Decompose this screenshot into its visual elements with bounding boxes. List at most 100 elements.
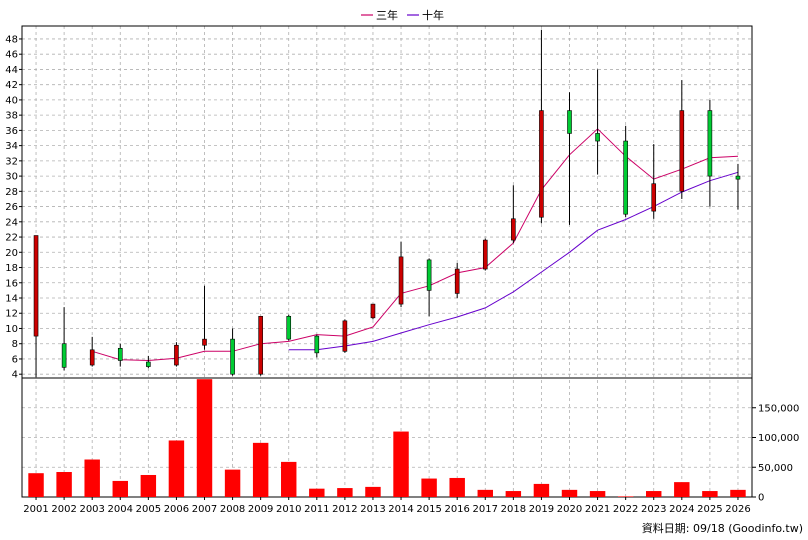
candle-body bbox=[707, 110, 713, 177]
volume-bar bbox=[702, 491, 718, 497]
price-tick-label: 24 bbox=[5, 217, 18, 228]
year-tick-label: 2005 bbox=[136, 504, 161, 515]
year-tick-label: 2017 bbox=[473, 504, 498, 515]
candlesticks bbox=[33, 29, 741, 378]
legend-label-three-year: 三年 bbox=[376, 8, 398, 22]
price-tick-label: 28 bbox=[5, 187, 18, 198]
year-tick-label: 2018 bbox=[501, 504, 526, 515]
year-tick-label: 2010 bbox=[276, 504, 301, 515]
legend-label-ten-year: 十年 bbox=[422, 8, 444, 22]
candle-body bbox=[595, 133, 600, 142]
volume-tick-label: 150,000 bbox=[758, 403, 799, 414]
year-tick-label: 2011 bbox=[304, 504, 329, 515]
price-tick-label: 46 bbox=[5, 50, 18, 61]
candle-body bbox=[286, 315, 292, 340]
price-tick-label: 10 bbox=[5, 324, 18, 335]
volume-bars bbox=[28, 379, 746, 497]
price-tick-label: 14 bbox=[5, 294, 18, 305]
price-tick-label: 44 bbox=[5, 65, 18, 76]
year-tick-label: 2008 bbox=[220, 504, 245, 515]
price-axis: 4681012141618202224262830323436384042444… bbox=[5, 34, 22, 381]
volume-bar bbox=[56, 472, 72, 497]
candle-body bbox=[174, 344, 179, 366]
price-tick-label: 16 bbox=[5, 278, 18, 289]
candle-body bbox=[33, 235, 39, 337]
candle-body bbox=[61, 343, 67, 368]
volume-bar bbox=[393, 431, 409, 497]
year-tick-label: 2001 bbox=[23, 504, 48, 515]
volume-bar bbox=[477, 489, 493, 497]
candle-body bbox=[567, 110, 572, 134]
volume-bar bbox=[589, 491, 606, 497]
volume-bar bbox=[533, 483, 550, 497]
candle-body bbox=[89, 349, 95, 366]
year-tick-label: 2015 bbox=[416, 504, 441, 515]
price-tick-label: 30 bbox=[5, 172, 18, 183]
year-tick-label: 2016 bbox=[444, 504, 469, 515]
volume-bar bbox=[449, 477, 465, 497]
price-tick-label: 36 bbox=[5, 126, 18, 137]
year-tick-label: 2022 bbox=[613, 504, 638, 515]
volume-bar bbox=[140, 474, 157, 497]
ma-ten-year-line bbox=[288, 171, 739, 351]
price-tick-label: 42 bbox=[5, 80, 18, 91]
price-tick-label: 22 bbox=[5, 233, 18, 244]
candle-body bbox=[146, 361, 151, 367]
candle-body bbox=[370, 303, 376, 319]
price-tick-label: 4 bbox=[12, 370, 18, 381]
moving-average-lines bbox=[92, 128, 739, 362]
year-tick-label: 2026 bbox=[725, 504, 750, 515]
price-tick-label: 34 bbox=[5, 141, 18, 152]
volume-tick-label: 0 bbox=[758, 493, 764, 504]
volume-bar bbox=[281, 461, 297, 497]
price-tick-label: 40 bbox=[5, 95, 18, 106]
volume-bar bbox=[674, 482, 690, 497]
volume-bar bbox=[646, 491, 662, 497]
price-tick-label: 32 bbox=[5, 156, 18, 167]
volume-tick-label: 50,000 bbox=[758, 463, 793, 474]
volume-bar bbox=[28, 473, 44, 497]
volume-axis: 0 50,000 100,000 150,000 bbox=[752, 403, 799, 504]
candle-body bbox=[454, 268, 460, 294]
year-tick-label: 2009 bbox=[248, 504, 273, 515]
volume-tick-label: 100,000 bbox=[758, 433, 799, 444]
year-tick-label: 2020 bbox=[557, 504, 582, 515]
candle-body bbox=[426, 259, 432, 291]
price-tick-label: 6 bbox=[12, 354, 18, 365]
candle-body bbox=[230, 338, 235, 375]
candle-body bbox=[539, 110, 544, 218]
price-tick-label: 8 bbox=[12, 339, 18, 350]
candle-body bbox=[398, 256, 404, 305]
year-tick-label: 2025 bbox=[697, 504, 722, 515]
legend: 三年 十年 bbox=[361, 8, 444, 22]
volume-bar bbox=[252, 442, 269, 497]
year-tick-label: 2002 bbox=[51, 504, 76, 515]
volume-bar bbox=[84, 459, 100, 497]
volume-bar bbox=[421, 478, 437, 497]
candle-body bbox=[258, 315, 263, 375]
volume-bar bbox=[224, 469, 241, 497]
year-tick-label: 2012 bbox=[332, 504, 357, 515]
candle-body bbox=[314, 335, 320, 354]
year-tick-label: 2023 bbox=[641, 504, 666, 515]
year-tick-label: 2014 bbox=[388, 504, 413, 515]
candle-body bbox=[202, 338, 207, 346]
volume-bar bbox=[112, 480, 128, 497]
price-tick-label: 38 bbox=[5, 111, 18, 122]
year-tick-label: 2019 bbox=[529, 504, 554, 515]
volume-bar bbox=[337, 488, 353, 497]
year-tick-label: 2003 bbox=[79, 504, 104, 515]
candle-body bbox=[651, 183, 657, 212]
price-tick-label: 26 bbox=[5, 202, 18, 213]
volume-bar bbox=[168, 440, 185, 497]
year-tick-label: 2007 bbox=[192, 504, 217, 515]
volume-bar bbox=[196, 379, 213, 497]
volume-bar bbox=[309, 488, 325, 497]
year-tick-label: 2004 bbox=[108, 504, 133, 515]
candle-body bbox=[117, 347, 123, 361]
volume-bar bbox=[365, 486, 381, 497]
candle-body bbox=[679, 110, 685, 192]
candle-body bbox=[623, 140, 628, 215]
